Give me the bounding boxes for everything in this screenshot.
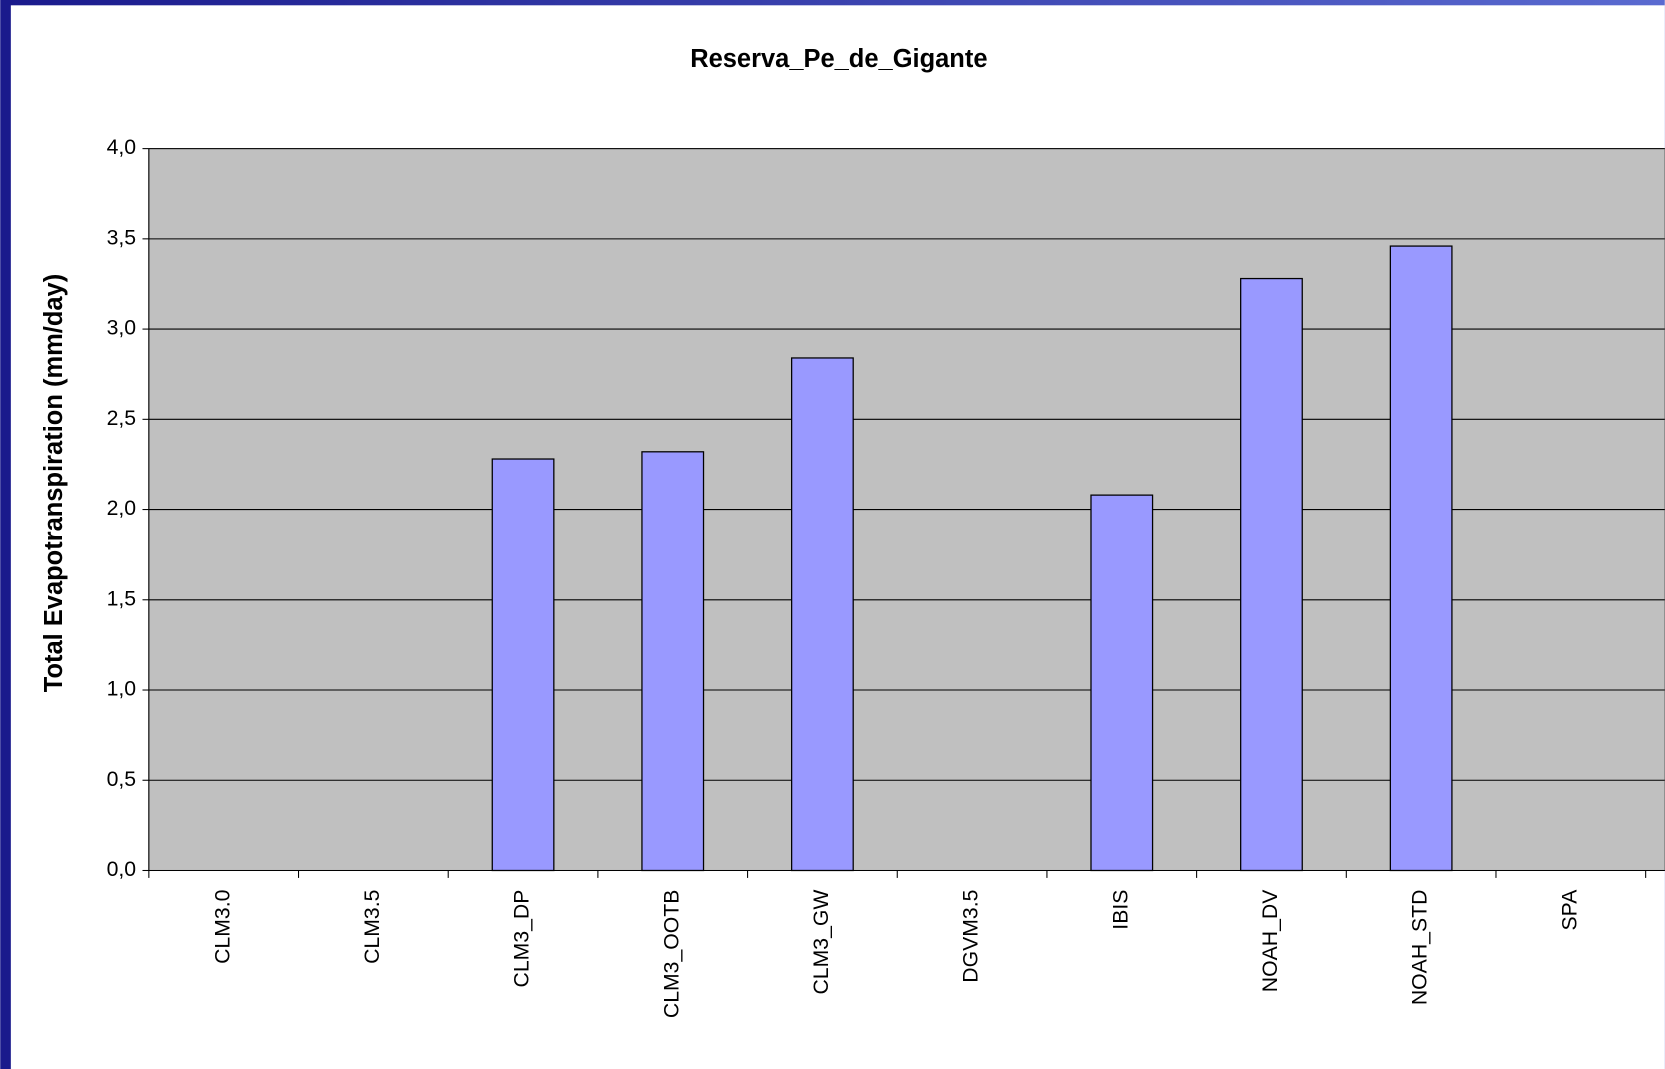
x-tick-label: CLM3.0 (211, 890, 234, 964)
x-tick-label: CLM3_OOTB (660, 890, 683, 1019)
y-tick-label: 1,0 (107, 678, 137, 701)
y-tick-label: 3,5 (107, 226, 137, 249)
bar (1389, 245, 1453, 872)
y-tick-label: 3,0 (107, 317, 137, 340)
y-axis-title: Total Evapotranspiration (mm/day) (40, 274, 68, 692)
y-tick-label: 1,5 (107, 587, 137, 610)
x-tick-label: CLM3_GW (810, 890, 833, 995)
y-tick-label: 0,5 (107, 768, 137, 791)
y-tick-label: 2,0 (107, 497, 137, 520)
bar (1090, 494, 1154, 872)
x-tick-label: DGVM3.5 (960, 890, 983, 983)
y-tick-label: 4,0 (107, 136, 137, 159)
x-tick-label: IBIS (1109, 890, 1132, 930)
x-tick-label: CLM3.5 (361, 890, 384, 964)
bar (491, 458, 555, 872)
bar (641, 451, 705, 872)
y-tick-label: 0,0 (107, 858, 137, 881)
chart-title: Reserva_Pe_de_Gigante (690, 45, 987, 73)
bar (790, 357, 854, 872)
y-tick-label: 2,5 (107, 407, 137, 430)
x-tick-label: NOAH_STD (1409, 890, 1432, 1006)
bar (1240, 277, 1303, 872)
x-tick-label: CLM3_DP (511, 890, 534, 988)
x-tick-label: SPA (1558, 889, 1581, 931)
x-tick-label: NOAH_DV (1259, 889, 1282, 992)
